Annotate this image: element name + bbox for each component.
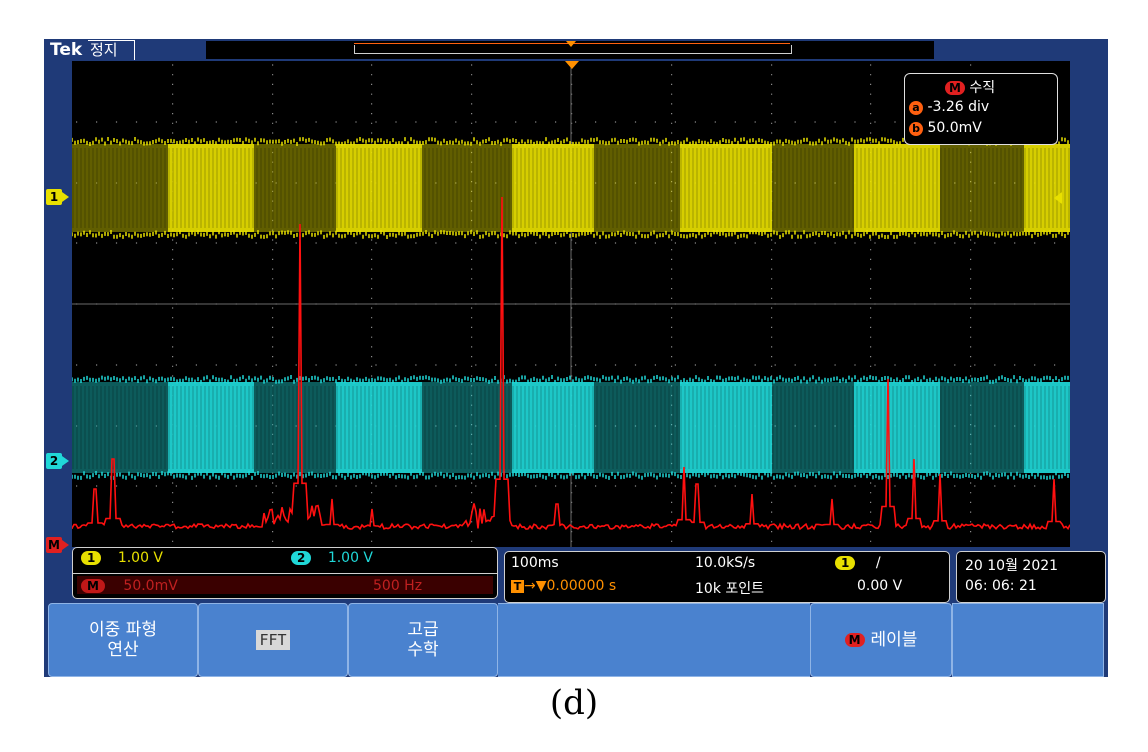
math-ground-marker[interactable]: M [46,537,62,553]
ch2-trace-segment [1024,382,1070,473]
timebase-readout-panel: 100ms 10.0kS/s T →▼0.00000 s 10k 포인트 1 / … [504,551,950,603]
ch2-scale: 1.00 V [328,550,373,566]
ch2-trace-segment [254,382,336,473]
empty-softkey [498,603,810,677]
brand-logo: Tek [50,39,82,61]
fft-label: FFT [256,630,289,650]
ch1-scale: 1.00 V [118,550,163,566]
sample-rate: 10.0kS/s [695,555,755,571]
ch2-trace-segment [72,382,168,473]
label-text: 레이블 [871,630,918,650]
channel-readout-panel: 1 1.00 V 2 1.00 V M 50.0mV 500 Hz [72,547,498,599]
ch1-trace-segment [254,144,336,232]
acquisition-status: 정지 [90,40,118,60]
dual-math-softkey[interactable]: 이중 파형 연산 [48,603,198,677]
ch2-trace-segment [680,382,772,473]
time-per-div: 100ms [511,555,559,571]
ch2-ground-marker[interactable]: 2 [46,453,62,469]
vertical-position-value: -3.26 div [927,99,989,115]
a-knob-badge: a [909,101,923,115]
ch2-marker-arrow-icon [62,456,69,466]
trigger-position-marker [565,61,579,69]
b-knob-badge: b [909,122,923,136]
ch1-ground-marker[interactable]: 1 [46,189,62,205]
math-marker-arrow-icon [62,540,69,550]
math-channel-badge: M [81,579,105,593]
ch1-badge: 1 [81,551,101,565]
figure-caption: (d) [0,683,1148,723]
math-frequency: 500 Hz [373,578,422,594]
trigger-source-badge: 1 [835,556,855,570]
math-vertical-readout: M 수직 a -3.26 div b 50.0mV [904,73,1058,145]
ch1-trace-segment [422,144,512,232]
vertical-scale-value: 50.0mV [927,120,981,136]
ch2-badge: 2 [291,551,311,565]
ch1-trace-segment [72,144,168,232]
datetime-panel: 20 10월 2021 06: 06: 21 [956,551,1106,603]
record-length: 10k 포인트 [695,578,764,598]
ch1-marker-arrow-icon [62,192,69,202]
math-scale: 50.0mV [123,578,177,594]
fft-softkey[interactable]: FFT [198,603,348,677]
date: 20 10월 2021 [965,555,1058,575]
trigger-level: 0.00 V [857,578,902,594]
trigger-position-marker-top [566,41,576,47]
ch1-trace-segment [1024,144,1070,232]
trigger-level-arrow [1054,192,1062,204]
trigger-position: →▼0.00000 s [524,578,616,594]
blank-softkey [952,603,1104,677]
trigger-slope-icon: / [876,555,881,571]
trigger-badge: T [511,580,524,593]
math-badge: M [945,81,965,95]
advanced-math-softkey[interactable]: 고급 수학 [348,603,498,677]
ch1-trace-segment [680,144,772,232]
label-math-badge: M [845,633,865,647]
oscilloscope-screen: Tek 정지 1 2 M M 수직 a -3.26 div b 50.0mV 1 [44,39,1108,677]
label-softkey[interactable]: M 레이블 [810,603,952,677]
time: 06: 06: 21 [965,578,1037,594]
vertical-title: 수직 [969,80,995,96]
ch2-trace-segment [422,382,512,473]
